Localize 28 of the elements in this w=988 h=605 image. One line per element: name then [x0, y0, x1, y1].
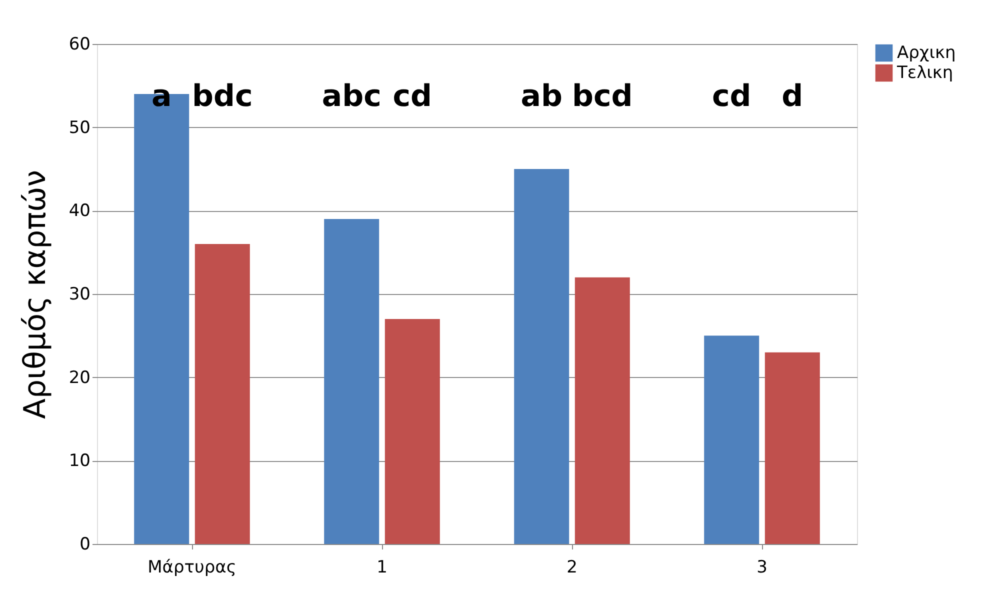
y-tick-label: 0: [80, 534, 90, 554]
annotation: bdc: [192, 79, 253, 114]
x-tick-label: 1: [376, 558, 388, 578]
x-tick-label: 2: [566, 558, 578, 578]
y-tick-label: 20: [68, 368, 90, 388]
bar: [704, 336, 760, 544]
bar: [384, 319, 440, 544]
legend-label: Αρχικη: [897, 43, 956, 63]
y-tick-label: 40: [68, 201, 90, 222]
x-tick-label: 3: [756, 558, 768, 578]
annotation: d: [782, 79, 804, 114]
y-tick-label: 30: [68, 284, 90, 304]
y-axis-title: Αριθμός καρπών: [18, 170, 53, 420]
x-tick-label: Μάρτυρας: [148, 558, 236, 578]
annotation: ab: [520, 79, 562, 114]
y-tick-label: 50: [68, 118, 90, 138]
annotation: abc: [322, 79, 382, 114]
bar: [514, 169, 570, 544]
legend-label: Τελικη: [896, 63, 954, 83]
bar: [194, 244, 250, 544]
annotation: cd: [712, 79, 752, 114]
annotation: bcd: [572, 79, 633, 114]
bar: [574, 277, 630, 544]
bar: [764, 352, 820, 544]
annotation: cd: [392, 79, 432, 114]
y-tick-label: 10: [68, 451, 90, 472]
bar: [324, 219, 380, 544]
y-tick-label: 60: [68, 34, 90, 54]
